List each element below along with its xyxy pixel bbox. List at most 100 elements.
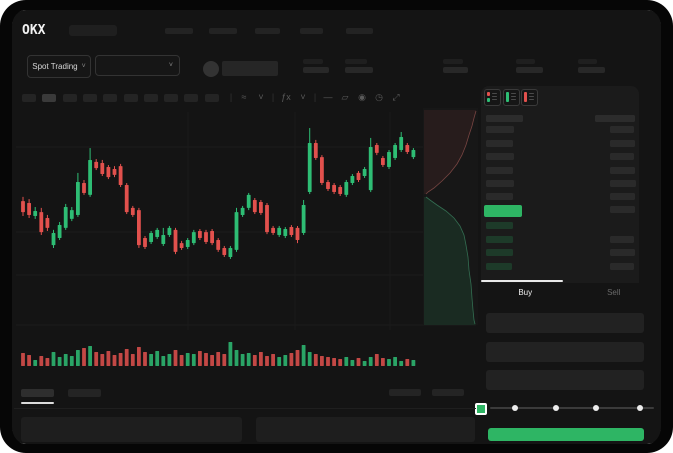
- chevron-down-icon[interactable]: ˅: [300, 92, 306, 102]
- tab-buy[interactable]: Buy: [518, 288, 533, 297]
- candle-body: [124, 185, 129, 213]
- bottom-tab-2[interactable]: [68, 389, 101, 397]
- history-panel-placeholder: [256, 417, 475, 442]
- volume-bar: [246, 353, 251, 366]
- slider-stop[interactable]: [553, 405, 559, 411]
- buy-submit-button[interactable]: [488, 428, 644, 441]
- trendline-icon[interactable]: —: [323, 92, 333, 102]
- volume-bar: [130, 354, 135, 366]
- volume-bar: [240, 354, 245, 366]
- volume-bar: [161, 356, 166, 366]
- pair-dropdown[interactable]: ˅: [95, 55, 180, 76]
- nav-menu-item[interactable]: [346, 28, 373, 34]
- volume-bar: [69, 356, 74, 366]
- nav-menu-item[interactable]: [209, 28, 237, 34]
- candle-body: [338, 187, 343, 195]
- market-type-label: Spot Trading: [32, 62, 78, 71]
- orderbook-all-icon[interactable]: [484, 89, 501, 106]
- nav-menu-item[interactable]: [300, 28, 323, 34]
- slider-stop[interactable]: [637, 405, 643, 411]
- trade-input-placeholder[interactable]: [486, 370, 644, 390]
- candle-body: [246, 194, 251, 208]
- tab-sell[interactable]: Sell: [607, 288, 621, 297]
- candle-body: [185, 240, 190, 248]
- candle-body: [76, 181, 80, 215]
- slider-stop[interactable]: [512, 405, 518, 411]
- volume-bar: [307, 352, 312, 366]
- depth-panel-bg: [423, 108, 478, 325]
- volume-bar: [124, 349, 129, 366]
- volume-bar: [338, 359, 343, 366]
- candle-body: [191, 232, 196, 244]
- volume-bar: [399, 361, 404, 366]
- divider: [14, 408, 476, 409]
- volume-bar: [271, 354, 275, 366]
- candle-body: [240, 207, 245, 215]
- amount-slider-track[interactable]: [490, 407, 654, 409]
- volume-bar: [76, 350, 80, 366]
- app-screen: OKX Spot Trading ˅ ˅ Buy Sell: [12, 10, 661, 444]
- fullscreen-icon[interactable]: ⤢: [392, 92, 400, 102]
- timeframe-chip[interactable]: [103, 94, 118, 102]
- volume-bar: [27, 355, 31, 366]
- chevron-down-icon[interactable]: ˅: [258, 92, 264, 102]
- slider-stop[interactable]: [593, 405, 599, 411]
- stat-label-placeholder: [516, 59, 535, 64]
- pair-name-placeholder: [222, 61, 278, 76]
- market-type-dropdown[interactable]: Spot Trading ˅: [27, 55, 91, 78]
- ask-price-bar: [486, 166, 513, 174]
- nav-menu-item[interactable]: [255, 28, 280, 34]
- volume-bar: [350, 360, 355, 366]
- bid-price-bar: [486, 249, 513, 256]
- stat-label-placeholder: [303, 59, 323, 64]
- bid-amount-bar: [610, 249, 635, 256]
- volume-bar: [191, 354, 196, 366]
- timeframe-chip[interactable]: [62, 94, 77, 102]
- timeframe-chip[interactable]: [123, 94, 138, 102]
- volume-bar: [301, 345, 306, 366]
- bottom-action-2[interactable]: [432, 389, 464, 396]
- candle-body: [362, 168, 367, 176]
- timeframe-chip[interactable]: [184, 94, 199, 102]
- trade-input-placeholder[interactable]: [486, 342, 644, 362]
- mini-bar: [487, 92, 490, 96]
- history-icon[interactable]: ◷: [375, 92, 383, 102]
- timeframe-chip[interactable]: [164, 94, 179, 102]
- last-amount-bar: [610, 206, 635, 213]
- indicators-icon[interactable]: ƒx: [281, 92, 291, 102]
- compare-icon[interactable]: ▱: [341, 92, 349, 102]
- bottom-action-1[interactable]: [389, 389, 421, 396]
- slider-handle[interactable]: [475, 403, 487, 415]
- volume-bar: [88, 346, 92, 366]
- orderbook-bids-icon[interactable]: [503, 89, 520, 106]
- volume-bar: [63, 354, 68, 366]
- volume-bar: [393, 357, 397, 366]
- candle-body: [234, 212, 239, 250]
- candle-body: [155, 229, 160, 237]
- candle-body: [216, 240, 221, 250]
- nav-menu-item[interactable]: [165, 28, 193, 34]
- chart-type-icon[interactable]: ≈: [241, 92, 247, 102]
- trade-input-placeholder[interactable]: [486, 313, 644, 333]
- nav-search-placeholder[interactable]: [69, 25, 117, 36]
- orderbook-asks-icon[interactable]: [521, 89, 538, 106]
- timeframe-chip[interactable]: [22, 94, 36, 102]
- candle-body: [283, 229, 288, 237]
- timeframe-chip[interactable]: [204, 94, 219, 102]
- volume-bar: [118, 353, 123, 366]
- candle-body: [33, 210, 38, 217]
- timeframe-chip[interactable]: [82, 94, 97, 102]
- bid-amount-bar: [610, 235, 634, 243]
- volume-bar: [33, 360, 38, 366]
- bottom-tab-active[interactable]: [21, 389, 54, 397]
- snapshot-icon[interactable]: ◉: [358, 92, 366, 102]
- volume-bar: [94, 352, 99, 366]
- ask-price-bar: [486, 126, 514, 133]
- ask-price-bar: [486, 180, 514, 187]
- ask-price-bar: [486, 139, 513, 147]
- stat-value-placeholder: [303, 67, 329, 73]
- timeframe-chip[interactable]: [42, 94, 57, 102]
- timeframe-chip[interactable]: [143, 94, 158, 102]
- stat-label-placeholder: [443, 59, 463, 64]
